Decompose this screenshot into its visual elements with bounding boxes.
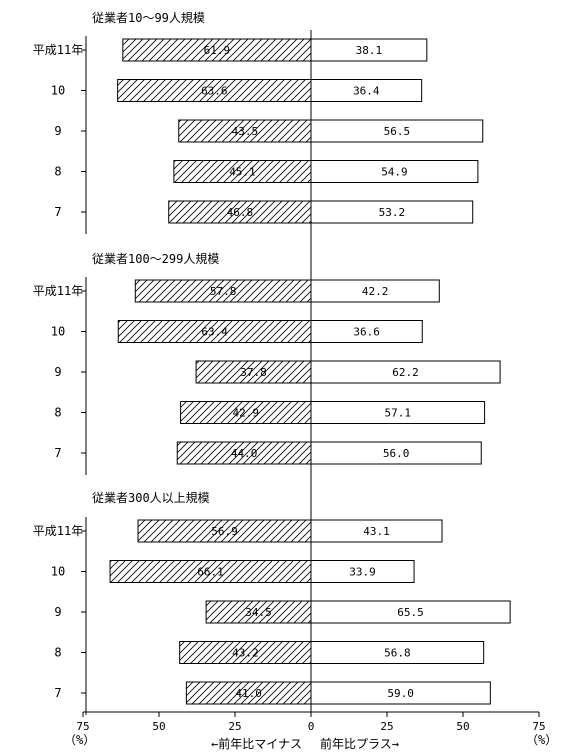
data-label-plus: 65.5 [397,606,424,619]
data-label-plus: 62.2 [392,366,419,379]
x-tick-label: 25 [228,720,241,733]
x-tick-label: 50 [152,720,165,733]
x-label-left: ←前年比マイナス [211,736,302,751]
category-label: 10 [51,84,65,98]
x-tick-label: 75 [532,720,545,733]
group-title: 従業者10～99人規模 [92,10,205,25]
data-label-plus: 56.8 [384,647,411,660]
x-tick-label: 75 [76,720,89,733]
category-label: 10 [51,325,65,339]
data-label-plus: 38.1 [356,44,383,57]
data-label-minus: 57.8 [210,285,237,298]
data-label-plus: 54.9 [381,166,408,179]
group-title: 従業者300人以上規模 [92,490,210,505]
data-label-plus: 56.0 [383,447,410,460]
data-label-minus: 66.1 [197,566,224,579]
category-label: 7 [54,446,61,460]
data-label-minus: 42.9 [233,407,260,420]
category-label: 7 [54,686,61,700]
data-label-minus: 63.4 [201,326,228,339]
x-tick-label: 25 [380,720,393,733]
x-unit-left: （%） [64,733,95,747]
data-label-plus: 59.0 [387,687,414,700]
category-label: 9 [54,605,61,619]
data-label-plus: 33.9 [349,566,376,579]
data-label-minus: 41.0 [235,687,262,700]
category-label: 9 [54,365,61,379]
category-label: 10 [51,565,65,579]
data-label-minus: 43.2 [232,647,259,660]
category-label: 平成11年 [33,284,83,298]
category-label: 9 [54,124,61,138]
category-label: 8 [54,646,61,660]
data-label-plus: 36.4 [353,85,380,98]
category-label: 7 [54,205,61,219]
data-label-plus: 42.2 [362,285,389,298]
data-label-minus: 63.6 [201,85,228,98]
data-label-minus: 43.5 [232,125,259,138]
group-title: 従業者100～299人規模 [92,251,219,266]
data-label-minus: 45.1 [229,166,256,179]
x-tick-label: 50 [456,720,469,733]
x-unit-right: （%） [526,733,557,747]
data-label-minus: 46.8 [227,206,254,219]
category-label: 平成11年 [33,524,83,538]
data-label-minus: 44.0 [231,447,258,460]
data-label-minus: 56.9 [211,525,238,538]
data-label-plus: 53.2 [379,206,406,219]
category-label: 8 [54,165,61,179]
data-label-minus: 37.8 [240,366,267,379]
data-label-minus: 34.5 [245,606,272,619]
data-label-minus: 61.9 [204,44,231,57]
category-label: 8 [54,406,61,420]
x-axis: （%） （%） ←前年比マイナス 前年比プラス→ 75 50 25 0 25 50 75 [64,711,557,751]
data-label-plus: 36.6 [353,326,380,339]
category-label: 平成11年 [33,43,83,57]
x-tick-label: 0 [308,720,315,733]
x-label-right: 前年比プラス→ [320,736,399,751]
data-label-plus: 43.1 [363,525,390,538]
data-label-plus: 56.5 [384,125,411,138]
data-label-plus: 57.1 [385,407,412,420]
